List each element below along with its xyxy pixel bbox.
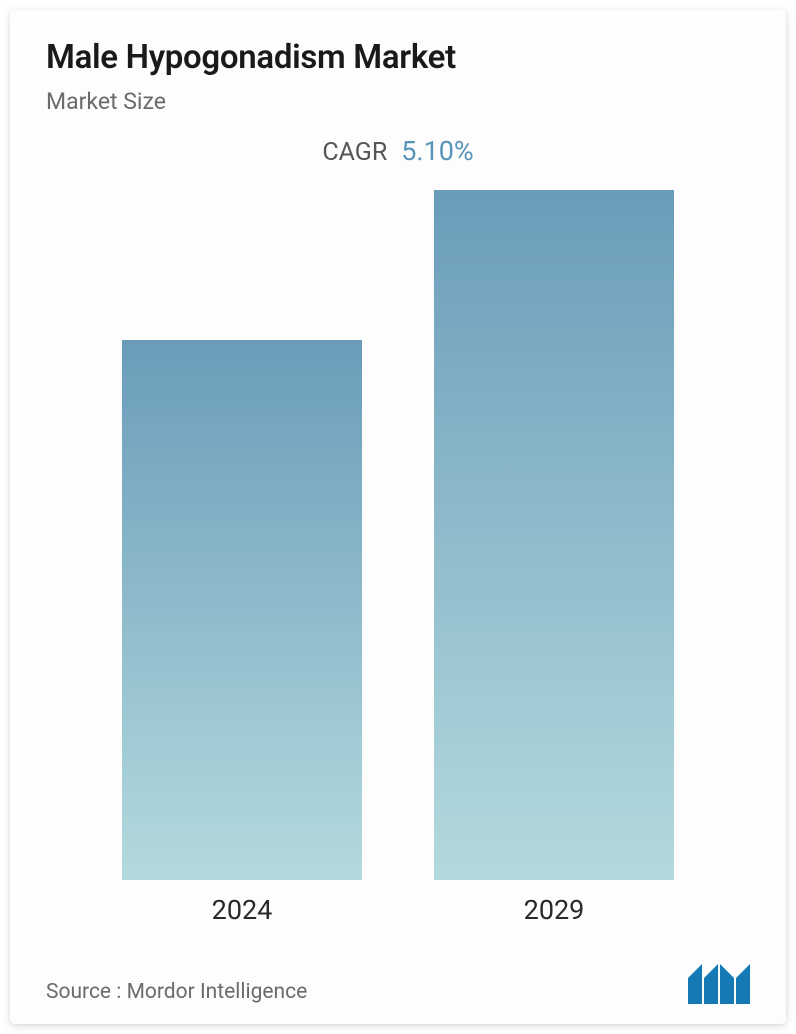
cagr-value: 5.10%	[401, 135, 473, 167]
chart-subtitle: Market Size	[46, 88, 750, 115]
cagr-row: CAGR 5.10%	[46, 135, 750, 167]
x-labels: 2024 2029	[46, 880, 750, 940]
logo-shape	[688, 964, 750, 1004]
chart-card: Male Hypogonadism Market Market Size CAG…	[10, 10, 786, 1024]
bar-col-0	[122, 340, 362, 880]
bar-1	[434, 190, 674, 880]
bars-container	[46, 187, 750, 880]
chart-title: Male Hypogonadism Market	[46, 38, 750, 78]
footer: Source : Mordor Intelligence	[46, 958, 750, 1004]
x-label-1: 2029	[434, 880, 674, 940]
chart-area: 2024 2029	[46, 187, 750, 940]
cagr-label: CAGR	[322, 138, 387, 167]
bar-0	[122, 340, 362, 880]
x-label-0: 2024	[122, 880, 362, 940]
source-text: Source : Mordor Intelligence	[46, 980, 307, 1004]
brand-logo-icon	[688, 964, 750, 1004]
bar-col-1	[434, 190, 674, 880]
